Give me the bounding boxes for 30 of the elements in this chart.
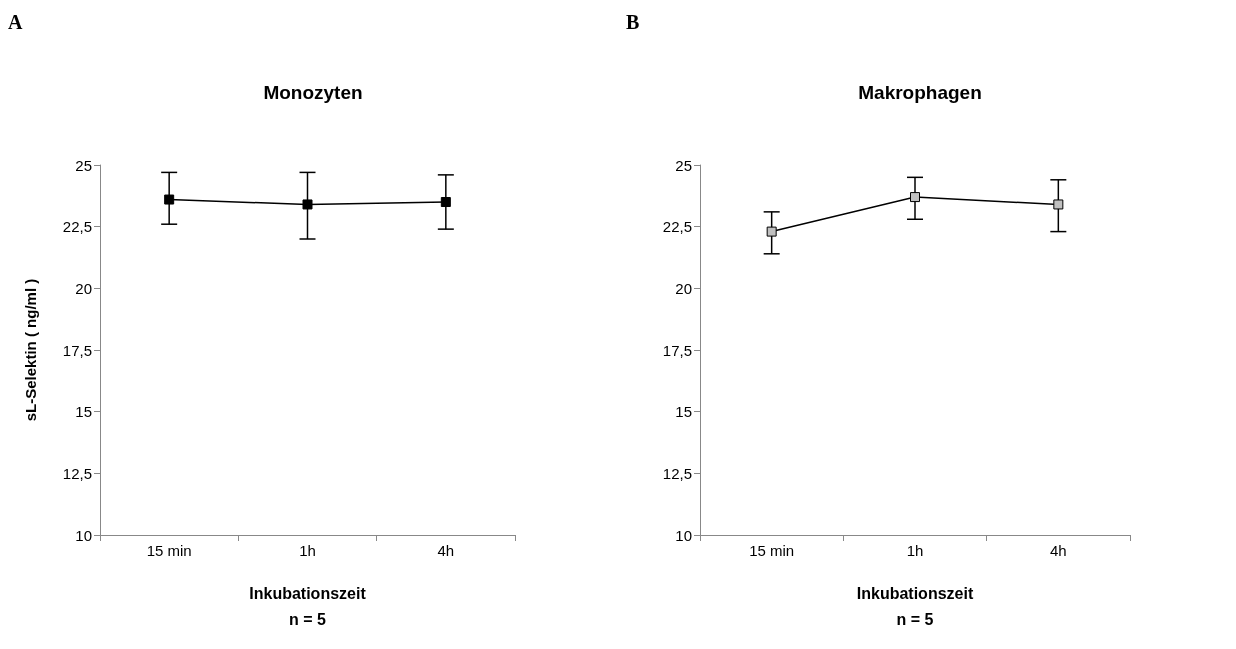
y-tick-label: 12,5	[62, 464, 92, 482]
x-tick-label: 4h	[437, 542, 455, 559]
x-tick-label: 1h	[906, 542, 924, 559]
y-tick-label: 10	[75, 526, 92, 544]
y-tick-label: 20	[75, 279, 92, 297]
y-tick-label: 10	[675, 526, 692, 544]
x-axis-title: Inkubationszeit n = 5	[856, 584, 974, 628]
y-tick-label: 22,5	[62, 218, 92, 236]
text: A	[8, 11, 23, 33]
chart-title: Monozyten	[263, 82, 363, 103]
point	[910, 192, 920, 203]
y-tick-label: 22,5	[662, 218, 692, 236]
text: B	[626, 11, 640, 33]
y-tick-label: 12,5	[662, 464, 692, 482]
x-tick-label: 1h	[299, 542, 316, 559]
point	[766, 226, 777, 237]
x-tick-label: 15 min	[749, 542, 795, 559]
chart-title: Makrophagen	[858, 82, 982, 103]
y-tick-label: 17,5	[662, 341, 692, 359]
point	[1053, 199, 1064, 210]
x-tick-label: 4h	[1049, 542, 1067, 559]
y-tick-label: 25	[75, 156, 92, 174]
x-axis-title: Inkubationszeit n = 5	[249, 584, 367, 628]
y-tick-label: 15	[75, 403, 92, 421]
y-axis-title: sL-Selektin ( ng/ml )	[22, 278, 39, 422]
y-tick-label: 17,5	[62, 341, 92, 359]
x-tick-label: 15 min	[146, 542, 192, 559]
y-tick-label: 15	[675, 403, 692, 421]
y-tick-label: 20	[675, 279, 692, 297]
y-tick-label: 25	[675, 156, 692, 174]
